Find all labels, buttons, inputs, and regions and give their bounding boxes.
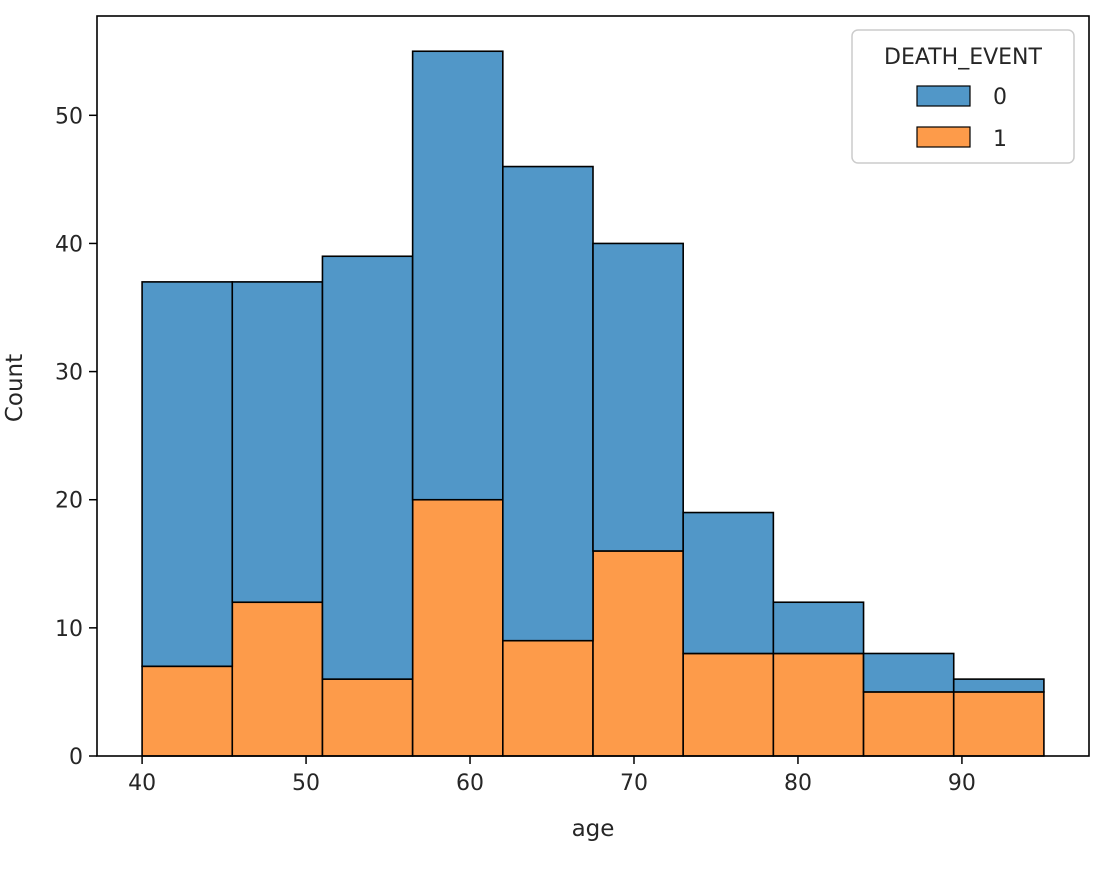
legend-swatch-0	[916, 85, 971, 107]
bar-death-event-0-bin-2	[321, 255, 414, 680]
x-tick-label-50: 50	[292, 771, 320, 796]
bar-death-event-1-bin-9	[952, 691, 1045, 757]
bar-death-event-0-bin-7	[772, 601, 865, 655]
y-tick-label-40: 40	[55, 232, 83, 257]
bar-death-event-0-bin-1	[231, 281, 324, 604]
legend-entry-0-label: 0	[993, 85, 1007, 110]
y-tick-label-50: 50	[55, 104, 83, 129]
y-tick-label-0: 0	[69, 745, 83, 770]
bar-death-event-1-bin-4	[502, 639, 594, 757]
legend-title: DEATH_EVENT	[884, 45, 1042, 70]
bar-death-event-0-bin-4	[502, 165, 594, 642]
bar-death-event-0-bin-0	[141, 281, 234, 668]
y-axis-ticks: 0 10 20 30 40 50	[55, 104, 97, 770]
bar-death-event-0-bin-3	[411, 50, 504, 501]
x-tick-label-70: 70	[620, 771, 648, 796]
bar-death-event-1-bin-0	[141, 665, 234, 757]
x-tick-label-60: 60	[456, 771, 484, 796]
bar-death-event-0-bin-8	[862, 652, 955, 693]
y-axis-label: Count	[2, 354, 28, 422]
y-tick-label-10: 10	[55, 617, 83, 642]
bar-death-event-0-bin-9	[952, 678, 1045, 693]
x-tick-label-90: 90	[948, 771, 976, 796]
legend: DEATH_EVENT 0 1	[851, 29, 1075, 164]
bar-death-event-1-bin-1	[231, 601, 324, 757]
legend-swatch-1	[916, 126, 971, 148]
y-tick-label-20: 20	[55, 489, 83, 514]
y-tick-label-30: 30	[55, 361, 83, 386]
x-tick-label-40: 40	[128, 771, 156, 796]
x-tick-label-80: 80	[784, 771, 812, 796]
legend-entry-1-label: 1	[993, 127, 1007, 152]
x-axis-ticks: 40 50 60 70 80 90	[128, 756, 976, 796]
bar-death-event-1-bin-2	[321, 678, 414, 757]
bar-death-event-0-bin-6	[682, 511, 775, 655]
bar-death-event-1-bin-8	[862, 691, 955, 757]
axes-frame	[96, 15, 1090, 757]
x-axis-label: age	[572, 816, 615, 842]
bars-layer	[141, 50, 1045, 757]
bar-death-event-1-bin-5	[592, 550, 684, 757]
bar-death-event-1-bin-3	[411, 498, 504, 757]
bar-death-event-1-bin-6	[682, 652, 775, 757]
bar-death-event-1-bin-7	[772, 652, 865, 757]
bar-death-event-0-bin-5	[592, 242, 684, 552]
